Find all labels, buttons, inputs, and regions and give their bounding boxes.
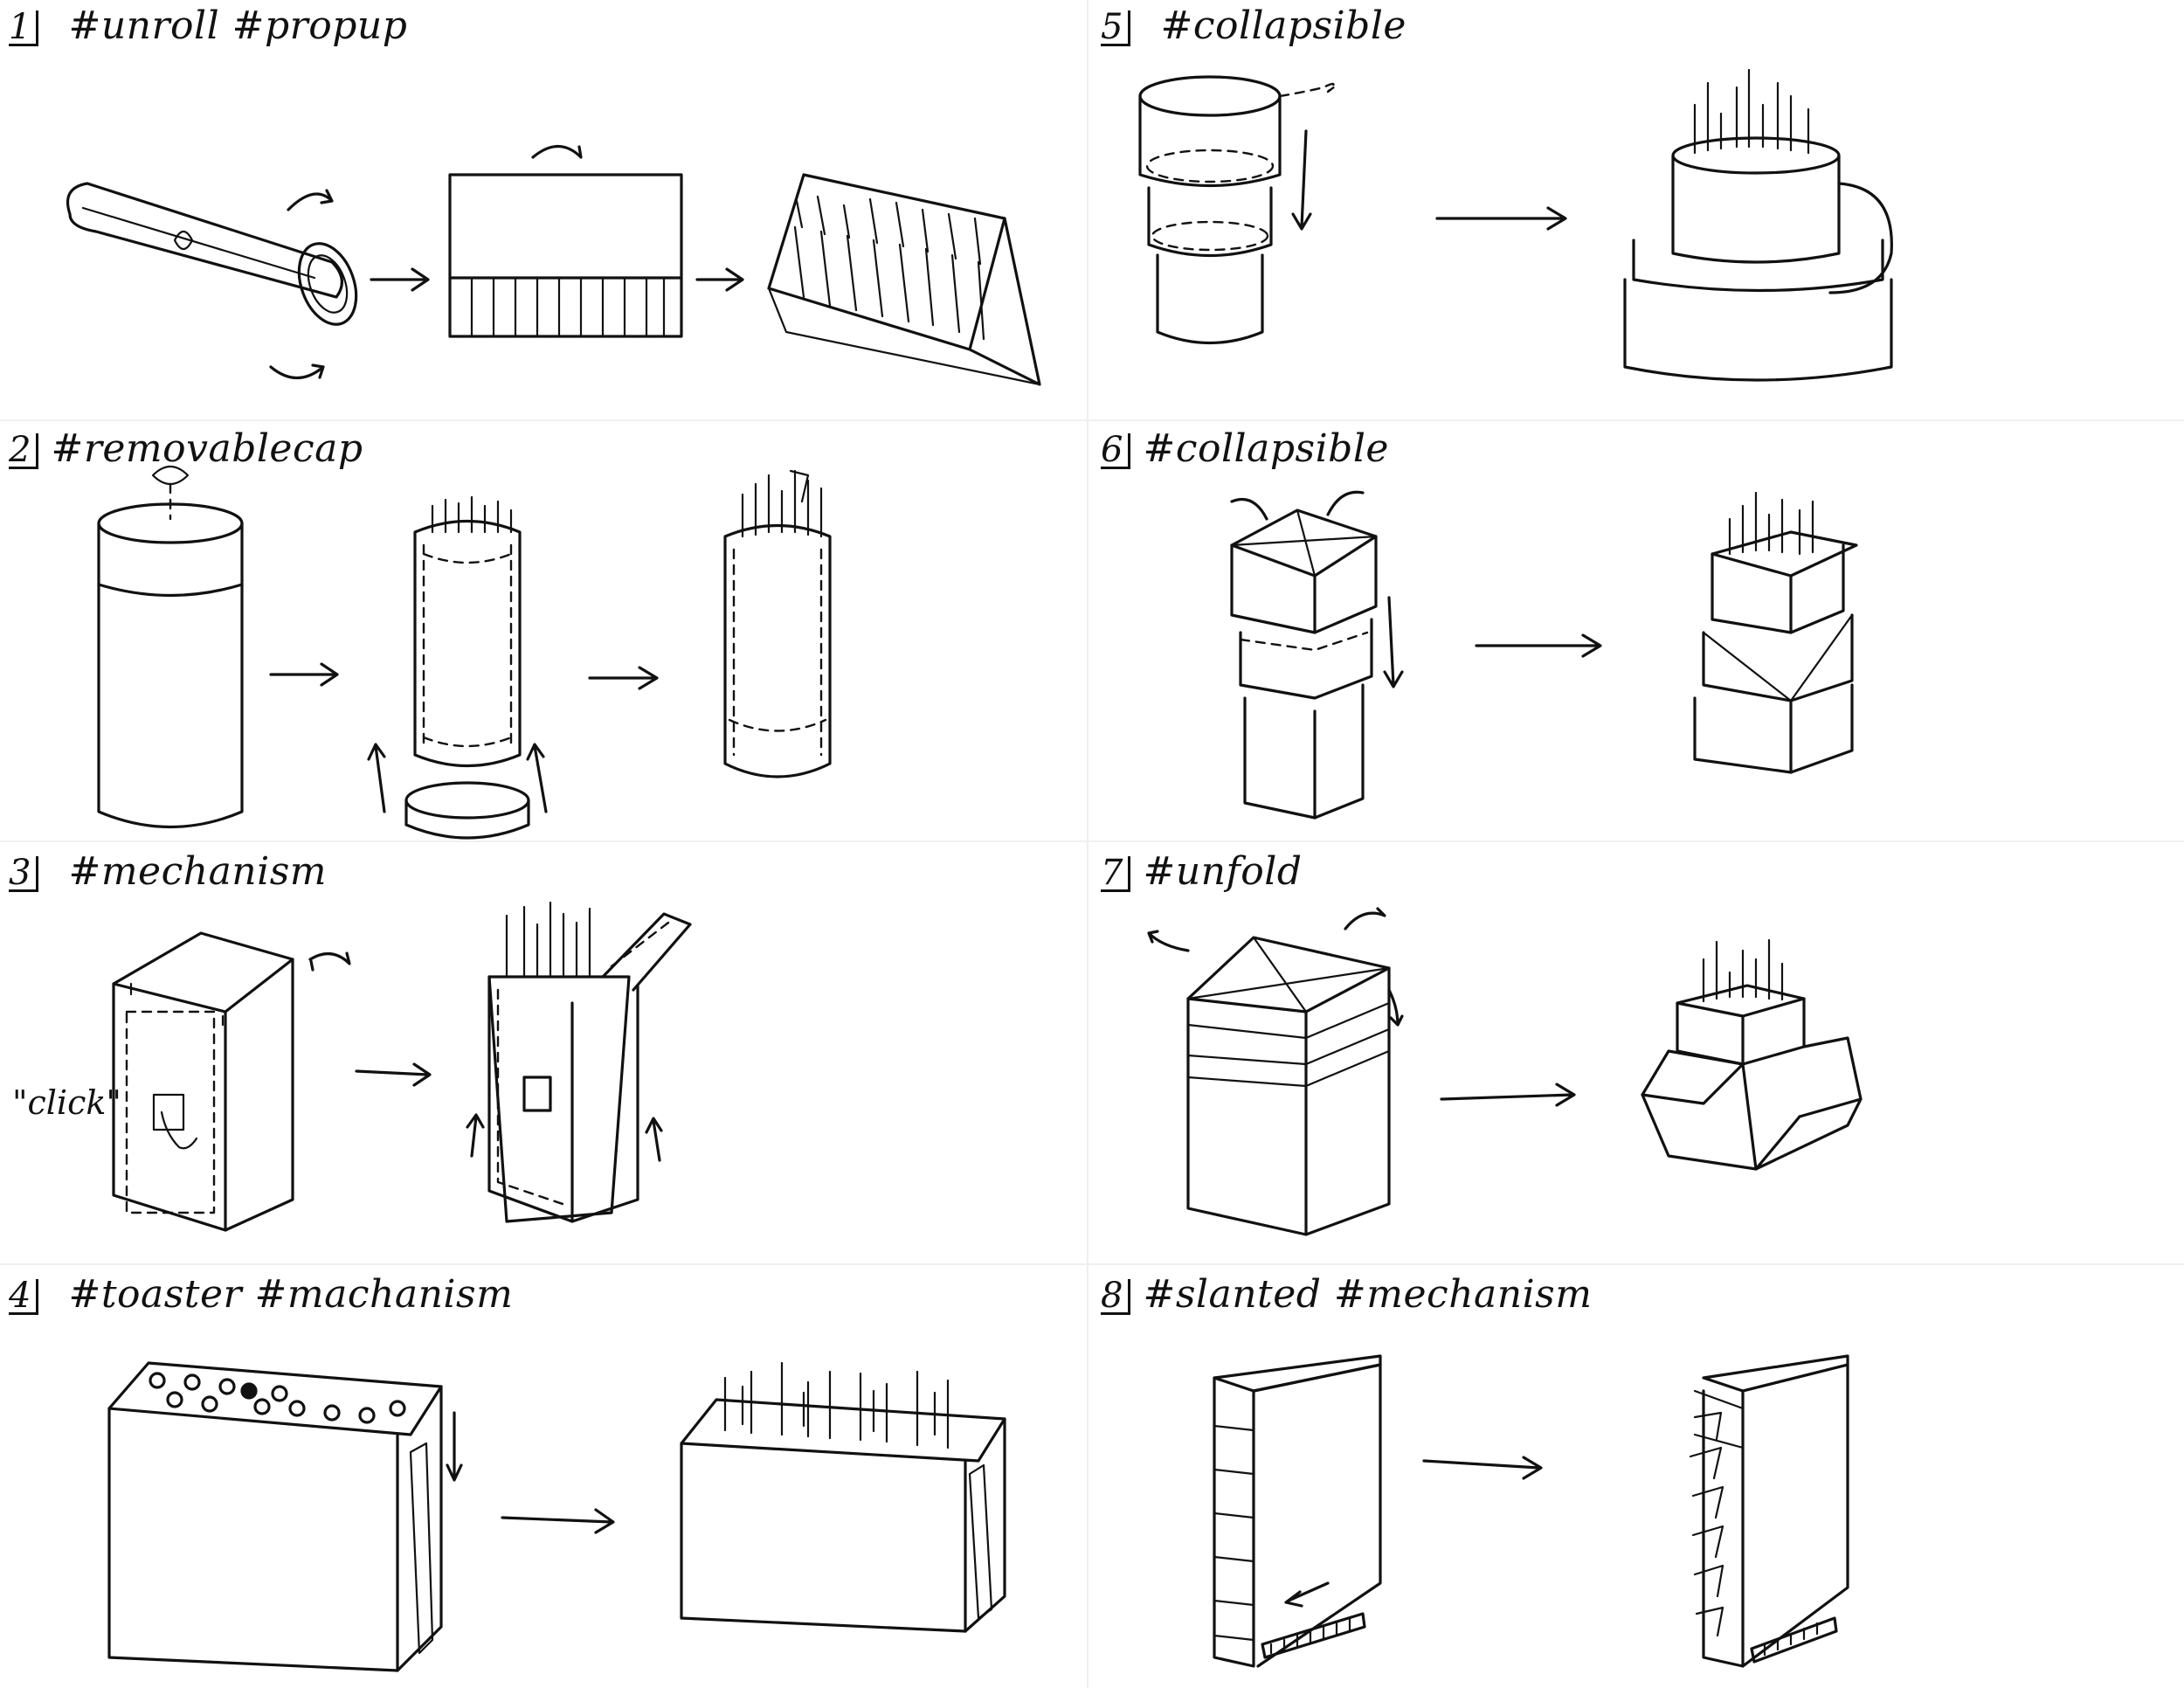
down-arrow-icon (1291, 129, 1312, 231)
panel-6: 6 #collapsible (1092, 423, 2175, 841)
panel-8-sketch (1213, 1354, 1849, 1668)
propped-pouch (767, 173, 1041, 386)
panel-tags: #toaster #machanism (68, 1272, 514, 1317)
down-arrow-icon (446, 1411, 463, 1482)
rotate-arrow-icon (308, 951, 351, 972)
slanted-panel-closed (1213, 1354, 1382, 1668)
arrow-left-icon (1284, 1581, 1330, 1608)
arrow-right-icon (1475, 633, 1602, 658)
panel-5-sketch (1138, 68, 1893, 382)
down-arrow-icon (1383, 596, 1404, 688)
arrow-right-icon (1440, 1083, 1576, 1107)
up-arrow-icon (526, 743, 548, 813)
rotate-arrow-icon (1387, 988, 1404, 1027)
panel-7-sketch (1147, 907, 1863, 1236)
rotate-arrow-icon (269, 363, 325, 379)
folded-tall-box (1186, 936, 1391, 1236)
panel-5-header: 5 #collapsible (1101, 3, 1406, 65)
panel-3: 3 #mechanism (0, 846, 1083, 1263)
arrow-right-icon (501, 1508, 615, 1534)
panel-8: 8 #slanted #mechanism (1092, 1269, 2175, 1686)
arrow-right-icon (1422, 1456, 1543, 1480)
rolled-tube (66, 182, 358, 326)
popped-box (487, 901, 692, 1223)
cylinder-lifting (404, 495, 530, 840)
collapsed-square-box (1230, 508, 1378, 820)
panel-1-header: 1 #unroll #propup (9, 3, 407, 65)
panel-number: 4 (9, 1278, 39, 1315)
panel-2-header: 2 #removablecap (9, 426, 363, 488)
capped-cylinder (97, 465, 244, 829)
panel-number: 3 (9, 855, 39, 892)
collapsed-cup (1138, 75, 1282, 345)
rotate-arrow-icon (287, 189, 334, 211)
panel-4-sketch (107, 1361, 1006, 1672)
panel-3-sketch (112, 901, 692, 1232)
panel-4-header: 4 #toaster #machanism (9, 1272, 513, 1333)
expanded-cup-holder (1623, 68, 1893, 382)
rotate-arrow-icon (1230, 497, 1268, 521)
arrow-right-icon (355, 1062, 432, 1087)
panel-tags: #unroll #propup (68, 3, 408, 48)
arrow-right-icon (1435, 206, 1567, 231)
panel-4: 4 #toaster #machanism (0, 1269, 1083, 1686)
column-divider (1087, 0, 1089, 1688)
panel-tags: #mechanism (68, 849, 328, 894)
panel-6-header: 6 #collapsible (1101, 426, 1389, 488)
panel-6-sketch (1230, 490, 1858, 820)
toaster-open (680, 1361, 1006, 1633)
panel-5: 5 #collapsible (1092, 0, 2175, 418)
row-divider-1 (0, 419, 2184, 421)
arrow-right-icon (269, 662, 339, 687)
rotate-arrow-icon (531, 145, 583, 159)
panel-tags: #unfold (1143, 849, 1303, 894)
toaster-closed (107, 1361, 443, 1672)
up-arrow-icon (466, 1113, 485, 1158)
rotate-arrow-icon (1344, 907, 1386, 930)
closed-box (112, 931, 294, 1232)
rotate-arrow-icon (1278, 82, 1337, 98)
up-arrow-icon (645, 1117, 663, 1162)
panel-tags: #collapsible (1143, 426, 1389, 471)
panel-number: 1 (9, 10, 39, 46)
finger-press-icon (160, 1110, 198, 1150)
rotate-arrow-icon (1147, 930, 1190, 952)
panel-tags: #slanted #mechanism (1143, 1272, 1593, 1317)
open-cylinder-holder (723, 469, 832, 778)
panel-number: 7 (1101, 855, 1131, 892)
unfolded-box-holder (1641, 938, 1863, 1171)
panel-number: 6 (1101, 432, 1131, 469)
panel-8-header: 8 #slanted #mechanism (1101, 1272, 1592, 1333)
slanted-panel-open (1689, 1354, 1849, 1668)
arrow-right-icon (370, 267, 430, 292)
rotate-arrow-icon (1326, 490, 1365, 516)
panel-tags: #collapsible (1160, 3, 1406, 48)
panel-number: 5 (1101, 10, 1131, 46)
panel-number: 2 (9, 432, 39, 469)
panel-2-sketch (97, 465, 832, 840)
row-divider-2 (0, 841, 2184, 842)
up-arrow-icon (367, 743, 386, 813)
click-annotation: "click" (12, 1083, 121, 1122)
row-divider-3 (0, 1263, 2184, 1265)
panel-number: 8 (1101, 1278, 1131, 1315)
panel-3-header: 3 #mechanism (9, 849, 327, 910)
expanded-square-holder (1693, 491, 1858, 774)
panel-2: 2 #removablecap (0, 423, 1083, 841)
flat-pouch (448, 173, 683, 338)
panel-7-header: 7 #unfold (1101, 849, 1303, 910)
panel-7: 7 #unfold (1092, 846, 2175, 1263)
panel-1: 1 #unroll #propup (0, 0, 1083, 418)
arrow-right-icon (588, 666, 659, 690)
arrow-right-icon (695, 267, 744, 292)
panel-1-sketch (66, 145, 1041, 386)
panel-tags: #removablecap (51, 426, 363, 471)
